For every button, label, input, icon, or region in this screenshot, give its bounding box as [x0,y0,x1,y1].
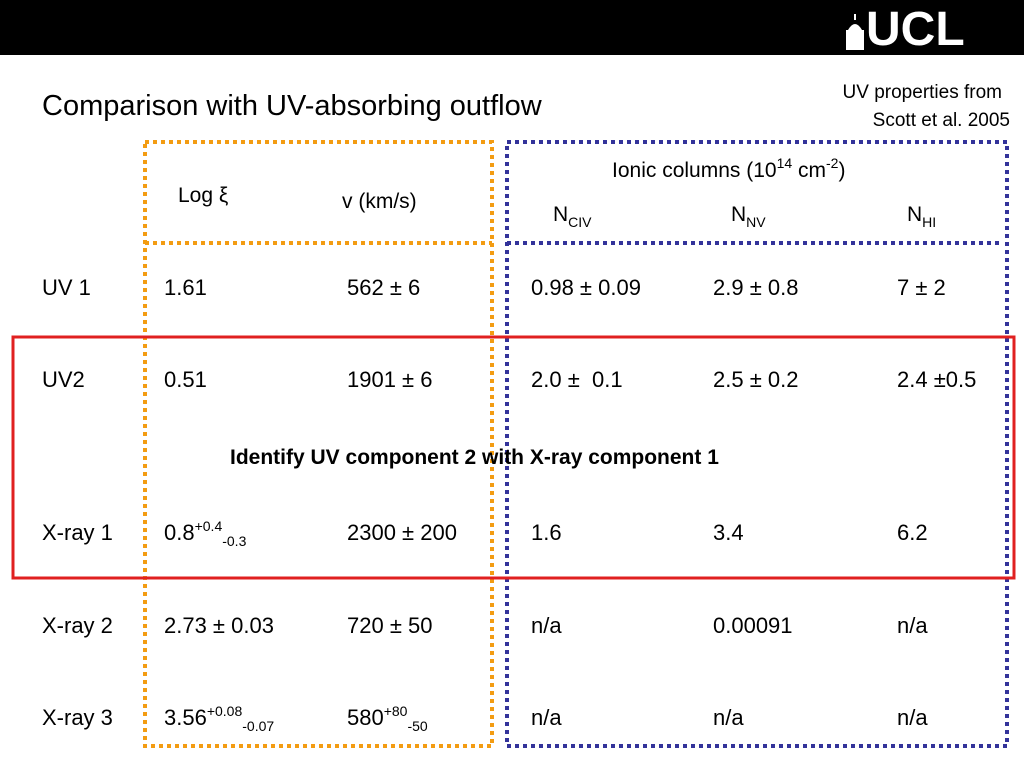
text: 2.5 ± 0.2 [713,367,799,392]
text: ) [838,159,846,182]
group-header: Ionic columns (1014 cm-2) [612,156,846,182]
table-cell: 3.4 [713,522,744,544]
highlight-text: Identify UV component 2 with X-ray compo… [230,446,719,469]
text: NV [746,214,766,230]
table-cell: 1.6 [531,522,562,544]
row-label: X-ray 2 [42,613,113,638]
text: 2.4 ±0.5 [897,367,977,392]
slide-title: Comparison with UV-absorbing outflow [42,90,542,122]
text: N [731,203,747,226]
text: 562 ± 6 [347,275,421,300]
text: 0.8 [164,520,195,545]
text: 1.61 [164,275,207,300]
text: 2.9 ± 0.8 [713,275,799,300]
text: 0.98 ± 0.09 [531,275,641,300]
table-cell: 0.51 [164,369,207,391]
text: 3.4 [713,520,744,545]
row-label: X-ray 1 [42,520,113,545]
table-cell: 1.61 [164,277,207,299]
text: 1901 ± 6 [347,367,433,392]
row-label: X-ray 3 [42,705,113,730]
orange-dotted-box [143,140,494,748]
text: n/a [531,613,562,638]
text: +0.4 [194,518,223,534]
text: CIV [568,214,592,230]
table-cell: 6.2 [897,522,928,544]
text: 7 ± 2 [897,275,946,300]
text: -0.3 [222,533,247,549]
row-label: UV2 [42,367,85,392]
text: Log [178,184,219,207]
symbol: ξ [218,184,229,207]
text: N [553,203,569,226]
table-cell: 720 ± 50 [347,615,432,637]
table-cell: n/a [531,615,562,637]
text: -2 [825,155,839,171]
table-cell: n/a [897,707,928,729]
text: +80 [383,703,408,719]
text: 2.0 ± 0.1 [531,367,623,392]
column-header: NHI [907,203,936,229]
text: cm [792,159,826,182]
note-line: Scott et al. 2005 [872,110,1010,131]
blue-dotted-box [505,140,1009,748]
text: +0.08 [206,703,243,719]
table-cell: 1901 ± 6 [347,369,432,391]
text: 2.73 ± 0.03 [164,613,274,638]
column-header: NNV [731,203,766,229]
text: 6.2 [897,520,928,545]
table-cell: 2.0 ± 0.1 [531,369,623,391]
text: 0.00091 [713,613,793,638]
text: n/a [897,705,928,730]
table-cell: 7 ± 2 [897,277,946,299]
table-cell: 0.00091 [713,615,793,637]
text: 3.56 [164,705,207,730]
column-header: NCIV [553,203,592,229]
logo-text: UCL [866,3,965,56]
table-cell: 2.9 ± 0.8 [713,277,798,299]
text: 580 [347,705,384,730]
column-header: v (km/s) [342,191,417,212]
row-label: UV 1 [42,275,91,300]
text: 2300 ± 200 [347,520,457,545]
text: n/a [531,705,562,730]
logo-icon [846,14,864,50]
column-header: Log ξ [178,185,228,206]
text: v (km/s) [342,190,417,213]
table-cell: 0.98 ± 0.09 [531,277,641,299]
table-cell: 3.56+0.08-0.07 [164,704,274,733]
text: 720 ± 50 [347,613,433,638]
table-cell: 0.8+0.4-0.3 [164,519,246,548]
table-cell: 2300 ± 200 [347,522,457,544]
highlight-box [11,335,1016,580]
text: 1.6 [531,520,562,545]
table-cell: 2.5 ± 0.2 [713,369,798,391]
table-cell: 580+80-50 [347,704,428,733]
table-cell: 2.4 ±0.5 [897,369,976,391]
text: 0.51 [164,367,207,392]
text: -50 [407,718,428,734]
text: 14 [776,155,793,171]
text: N [907,203,923,226]
table-cell: n/a [713,707,744,729]
text: n/a [713,705,744,730]
text: HI [922,214,937,230]
table-cell: 562 ± 6 [347,277,420,299]
text: Ionic columns (10 [612,159,777,182]
text: -0.07 [242,718,275,734]
note-line: UV properties from [842,82,1002,103]
text: n/a [897,613,928,638]
table-cell: 2.73 ± 0.03 [164,615,274,637]
table-cell: n/a [897,615,928,637]
table-cell: n/a [531,707,562,729]
